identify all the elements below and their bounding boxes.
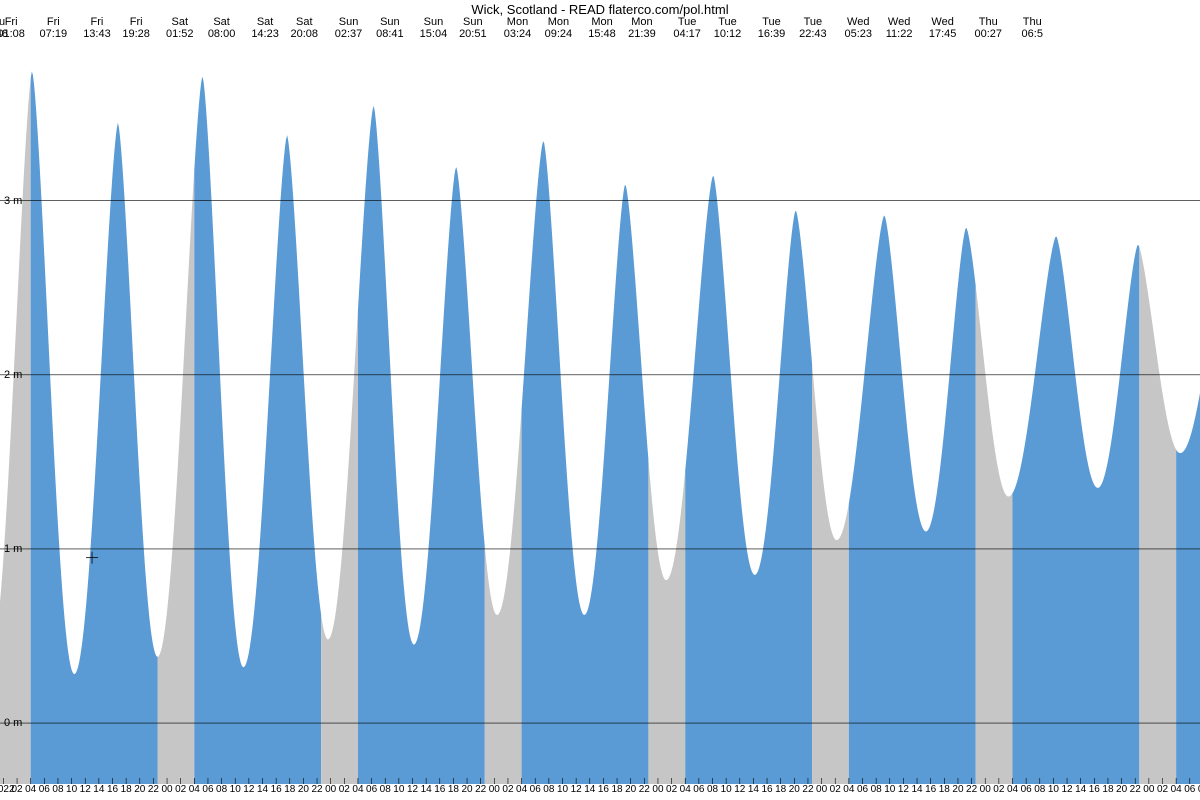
x-tick-label: 20 (134, 784, 145, 795)
x-tick-label: 20 (1116, 784, 1127, 795)
x-tick-label: 22 (1130, 784, 1141, 795)
x-tick-label: 04 (352, 784, 363, 795)
x-tick-label: 12 (571, 784, 582, 795)
x-tick-label: 10 (557, 784, 568, 795)
x-tick-label: 06 (39, 784, 50, 795)
x-tick-label: 04 (189, 784, 200, 795)
x-tick-label: 08 (1034, 784, 1045, 795)
x-tick-label: 16 (107, 784, 118, 795)
x-tick-label: 20 (952, 784, 963, 795)
x-tick-label: 22 (966, 784, 977, 795)
x-tick-label: 14 (748, 784, 759, 795)
x-tick-label: 08 (871, 784, 882, 795)
x-tick-label: 16 (925, 784, 936, 795)
x-tick-label: 10 (230, 784, 241, 795)
y-tick-label: 0 m (4, 717, 22, 729)
bottom-hour-labels: 2022020406081012141618202200020406081012… (0, 784, 1200, 798)
x-tick-label: 22 (802, 784, 813, 795)
x-tick-label: 12 (80, 784, 91, 795)
x-tick-label: 08 (216, 784, 227, 795)
x-tick-label: 14 (421, 784, 432, 795)
x-tick-label: 20 (789, 784, 800, 795)
x-tick-label: 16 (271, 784, 282, 795)
x-tick-label: 06 (1184, 784, 1195, 795)
y-axis-labels: 0 m 1 m 2 m 3 m (0, 0, 1200, 800)
x-tick-label: 02 (830, 784, 841, 795)
x-tick-label: 08 (707, 784, 718, 795)
x-tick-label: 02 (666, 784, 677, 795)
x-tick-label: 22 (639, 784, 650, 795)
x-tick-label: 12 (1061, 784, 1072, 795)
x-tick-label: 02 (1157, 784, 1168, 795)
x-tick-label: 12 (734, 784, 745, 795)
x-tick-label: 04 (1007, 784, 1018, 795)
x-tick-label: 08 (52, 784, 63, 795)
x-tick-label: 22 (311, 784, 322, 795)
y-tick-label: 1 m (4, 543, 22, 555)
x-tick-label: 10 (721, 784, 732, 795)
x-tick-label: 02 (993, 784, 1004, 795)
x-tick-label: 08 (543, 784, 554, 795)
x-tick-label: 00 (816, 784, 827, 795)
x-tick-label: 06 (693, 784, 704, 795)
x-tick-label: 14 (1075, 784, 1086, 795)
x-tick-label: 18 (775, 784, 786, 795)
x-tick-label: 08 (380, 784, 391, 795)
x-tick-label: 06 (857, 784, 868, 795)
x-tick-label: 18 (448, 784, 459, 795)
x-tick-label: 18 (611, 784, 622, 795)
x-tick-label: 14 (911, 784, 922, 795)
x-tick-label: 16 (761, 784, 772, 795)
x-tick-label: 04 (25, 784, 36, 795)
x-tick-label: 20 (625, 784, 636, 795)
x-tick-label: 22 (148, 784, 159, 795)
x-tick-label: 00 (980, 784, 991, 795)
x-tick-label: 12 (407, 784, 418, 795)
x-tick-label: 06 (202, 784, 213, 795)
tide-chart: Wick, Scotland - READ flaterco.com/pol.h… (0, 0, 1200, 800)
x-tick-label: 00 (325, 784, 336, 795)
x-tick-label: 04 (680, 784, 691, 795)
x-tick-label: 10 (1048, 784, 1059, 795)
x-tick-label: 06 (530, 784, 541, 795)
x-tick-label: 16 (1089, 784, 1100, 795)
x-tick-label: 18 (284, 784, 295, 795)
x-tick-label: 00 (1143, 784, 1154, 795)
x-tick-label: 18 (121, 784, 132, 795)
x-tick-label: 20 (461, 784, 472, 795)
x-tick-label: 16 (598, 784, 609, 795)
x-tick-label: 20 (298, 784, 309, 795)
x-tick-label: 18 (1102, 784, 1113, 795)
x-tick-label: 18 (939, 784, 950, 795)
x-tick-label: 06 (1021, 784, 1032, 795)
x-tick-label: 22 (475, 784, 486, 795)
y-tick-label: 2 m (4, 369, 22, 381)
x-tick-label: 02 (175, 784, 186, 795)
x-tick-label: 00 (489, 784, 500, 795)
x-tick-label: 06 (366, 784, 377, 795)
x-tick-label: 02 (11, 784, 22, 795)
y-tick-label: 3 m (4, 195, 22, 207)
x-tick-label: 00 (652, 784, 663, 795)
x-tick-label: 10 (393, 784, 404, 795)
x-tick-label: 14 (584, 784, 595, 795)
x-tick-label: 16 (434, 784, 445, 795)
x-tick-label: 10 (66, 784, 77, 795)
x-tick-label: 02 (339, 784, 350, 795)
x-tick-label: 14 (257, 784, 268, 795)
x-tick-label: 12 (898, 784, 909, 795)
x-tick-label: 12 (243, 784, 254, 795)
x-tick-label: 00 (161, 784, 172, 795)
x-tick-label: 04 (516, 784, 527, 795)
x-tick-label: 04 (843, 784, 854, 795)
x-tick-label: 02 (502, 784, 513, 795)
x-tick-label: 10 (884, 784, 895, 795)
x-tick-label: 04 (1171, 784, 1182, 795)
x-tick-label: 14 (93, 784, 104, 795)
